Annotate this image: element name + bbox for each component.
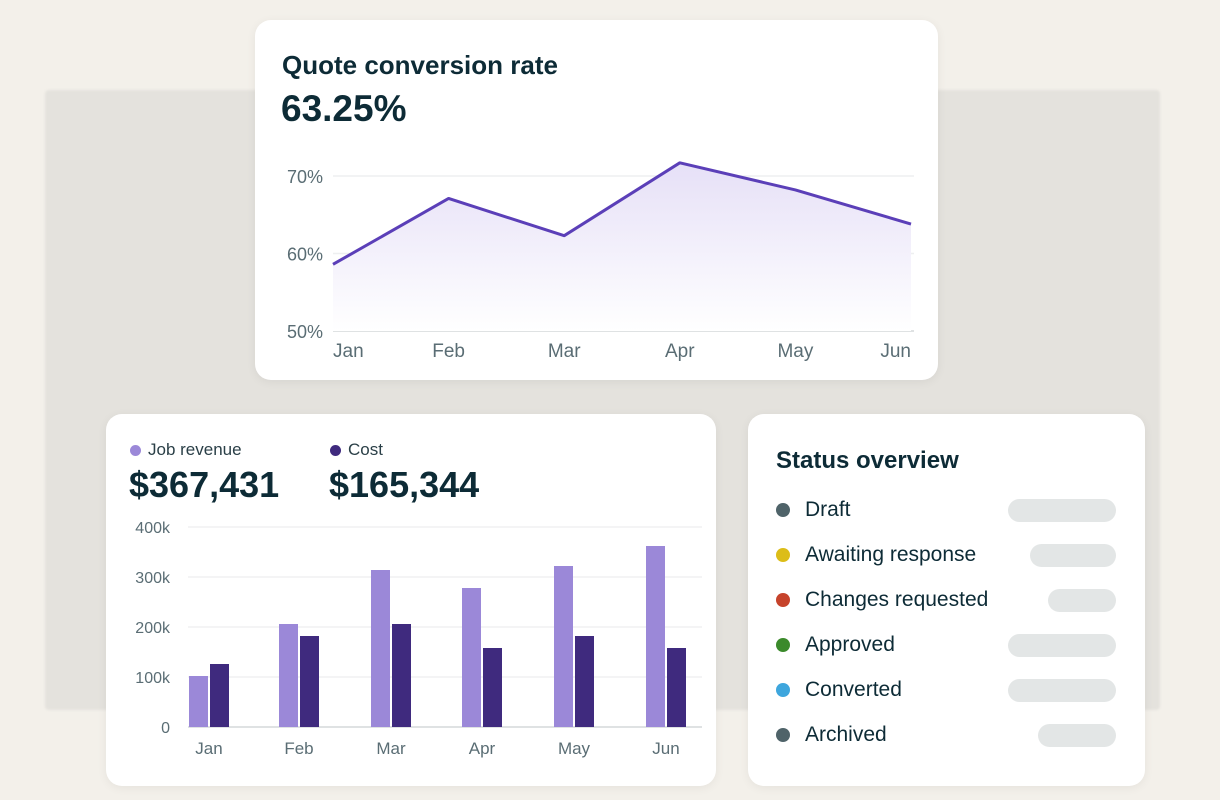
conversion-rate-value: 63.25% — [281, 88, 407, 129]
status-row: Draft — [776, 496, 1116, 524]
bar-cost — [575, 636, 594, 727]
legend-job-revenue: Job revenue — [130, 440, 242, 460]
bar-cost — [392, 624, 411, 727]
status-row: Approved — [776, 631, 1116, 659]
status-dot-icon — [776, 593, 790, 607]
status-count-placeholder — [1008, 678, 1116, 702]
status-dot-icon — [776, 683, 790, 697]
bar-job-revenue — [554, 566, 573, 727]
job-revenue-value: $367,431 — [129, 464, 280, 505]
bar-job-revenue — [279, 624, 298, 727]
x-tick-label: Feb — [432, 341, 465, 362]
status-row: Archived — [776, 721, 1116, 749]
status-count-placeholder — [1030, 543, 1116, 567]
status-row: Awaiting response — [776, 541, 1116, 569]
status-label: Changes requested — [805, 588, 989, 611]
y-tick-label: 60% — [287, 245, 323, 265]
y-tick-label: 70% — [287, 167, 323, 187]
legend-dot — [330, 444, 341, 456]
status-label: Draft — [805, 498, 851, 521]
conversion-line — [332, 161, 912, 266]
revenue-cost-card: Job revenue Cost $367,431 $165,344 0 100k… — [106, 414, 716, 786]
x-tick-label: Feb — [284, 739, 313, 758]
status-dot-icon — [776, 728, 790, 742]
bar-job-revenue — [371, 570, 390, 727]
x-tick-label: Apr — [469, 739, 496, 758]
card-title: Status overview — [776, 447, 959, 474]
legend-label: Cost — [348, 440, 383, 459]
status-dot-icon — [776, 503, 790, 517]
x-tick-label: Jan — [195, 739, 222, 758]
x-tick-label: Jun — [652, 739, 679, 758]
status-count-placeholder — [1008, 498, 1116, 522]
status-count-placeholder — [1048, 588, 1116, 612]
card-title: Quote conversion rate — [282, 50, 558, 80]
status-count-placeholder — [1008, 633, 1116, 657]
status-label: Awaiting response — [805, 543, 977, 566]
revenue-cost-bar-chart: 0 100k 200k 300k 400k Jan Feb Mar Apr May Jun — [135, 520, 702, 758]
status-label: Converted — [805, 678, 902, 701]
conversion-rate-card: Quote conversion rate 63.25% 50% 60% 70% Ja… — [255, 20, 938, 380]
status-row: Converted — [776, 676, 1116, 704]
x-tick-label: May — [558, 739, 591, 758]
y-tick-label: 400k — [135, 520, 171, 537]
x-tick-label: May — [777, 341, 813, 362]
legend-dot — [130, 444, 141, 456]
cost-value: $165,344 — [329, 464, 480, 505]
y-tick-label: 300k — [135, 570, 171, 587]
y-tick-label: 200k — [135, 620, 171, 637]
conversion-line-chart: 50% 60% 70% Jan Feb Mar Apr May Jun — [287, 161, 914, 362]
status-overview-card: Status overview Draft Awaiting response Ch… — [748, 414, 1145, 786]
status-label: Approved — [805, 633, 895, 656]
bar-cost — [300, 636, 319, 727]
legend-cost: Cost — [330, 440, 383, 460]
status-label: Archived — [805, 723, 887, 746]
bar-job-revenue — [462, 588, 481, 727]
x-tick-label: Jun — [880, 341, 911, 362]
y-tick-label: 0 — [161, 720, 170, 737]
y-tick-label: 100k — [135, 670, 171, 687]
x-tick-label: Jan — [333, 341, 364, 362]
x-tick-label: Apr — [665, 341, 695, 362]
status-dot-icon — [776, 638, 790, 652]
legend-label: Job revenue — [148, 440, 242, 459]
y-tick-label: 50% — [287, 322, 323, 342]
x-tick-label: Mar — [376, 739, 406, 758]
bar-job-revenue — [189, 676, 208, 727]
line-area — [333, 162, 911, 331]
bar-cost — [210, 664, 229, 727]
status-count-placeholder — [1038, 723, 1116, 747]
x-tick-label: Mar — [548, 341, 581, 362]
bar-job-revenue — [646, 546, 665, 727]
bar-cost — [667, 648, 686, 727]
status-dot-icon — [776, 548, 790, 562]
status-row: Changes requested — [776, 586, 1116, 614]
bar-cost — [483, 648, 502, 727]
